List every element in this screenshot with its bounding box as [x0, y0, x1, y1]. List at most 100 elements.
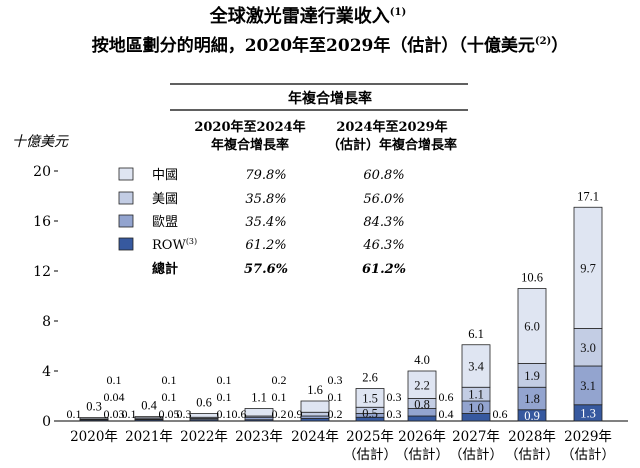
cagr-value-2024-2029: 84.3% — [363, 215, 404, 230]
y-tick-label: 20 — [33, 164, 51, 180]
legend-label: ROW(3) — [152, 237, 197, 253]
legend-label: 歐盟 — [152, 215, 178, 230]
bar-segment-label: 1.9 — [524, 369, 540, 383]
bar-total-label: 0.4 — [141, 399, 157, 413]
legend-label: 美國 — [152, 192, 178, 207]
bar-segment-label: 1.8 — [524, 392, 540, 406]
x-tick-sublabel: （估計） — [343, 447, 397, 463]
x-tick-label: 2025年 — [346, 429, 394, 445]
title-line2-a: 按地區劃分的明細， — [92, 35, 245, 56]
bar-segment-label: 0.9 — [524, 409, 540, 423]
bar-side-label-left: 0.6 — [232, 407, 247, 421]
bar-side-label: 0.4 — [439, 407, 454, 421]
bar-segment-label: 6.0 — [524, 320, 540, 334]
bar-total-label: 17.1 — [577, 189, 599, 203]
bar-segment — [573, 365, 603, 406]
title-line2-b: 2020年至2029年（估計）（十億美元 — [245, 35, 535, 56]
cagr-col2-header-line2: （估計）年複合增長率 — [327, 137, 457, 153]
bar-side-label: 0.6 — [493, 407, 508, 421]
cagr-col1-header-line1: 2020年至2024年 — [194, 119, 305, 135]
y-axis-label: 十億美元 — [12, 134, 69, 150]
title-note: (1) — [390, 7, 406, 18]
legend-swatch — [118, 237, 134, 251]
bar-side-label-right: 0.1 — [217, 373, 232, 387]
total-cagr-2024-2029: 61.2% — [362, 262, 406, 277]
svg-text:全球激光雷達行業收入(1): 全球激光雷達行業收入(1) — [209, 5, 406, 27]
x-tick-sublabel: （估計） — [561, 447, 615, 463]
bar-side-label-right: 0.04 — [104, 390, 125, 404]
bar-segment-label: 3.0 — [580, 341, 596, 355]
bar-side-label-left: 0.1 — [122, 407, 137, 421]
cagr-value-2020-2024: 61.2% — [245, 238, 286, 253]
bar-segment — [300, 400, 330, 413]
bar-total-label: 1.6 — [307, 383, 323, 397]
svg-text:按地區劃分的明細，2020年至2029年（估計）（十億美元(: 按地區劃分的明細，2020年至2029年（估計）（十億美元(2)） — [92, 35, 569, 56]
bar-side-label: 0.3 — [387, 407, 402, 421]
legend-label: 中國 — [152, 168, 178, 183]
bar-total-label: 4.0 — [414, 353, 430, 367]
bar-side-label-right: 0.2 — [272, 373, 287, 387]
bar-segment — [134, 416, 164, 419]
total-cagr-2020-2024: 57.6% — [244, 262, 288, 277]
bar-side-label-left: 0.1 — [67, 407, 82, 421]
bar-segment-label: 0.5 — [362, 406, 378, 420]
bar-side-label-right: 0.1 — [217, 407, 232, 421]
bars: 0.30.10.10.040.030.40.10.10.10.050.60.30… — [67, 189, 603, 423]
bar-side-label-right: 0.05 — [159, 407, 180, 421]
bar-segment-label: 3.4 — [468, 360, 484, 374]
x-tick-label: 2022年 — [180, 429, 228, 445]
bar-total-label: 0.6 — [196, 396, 212, 410]
x-tick-sublabel: （估計） — [395, 447, 449, 463]
bar-side-label-left: 0.9 — [288, 407, 303, 421]
y-tick-label: 4 — [42, 364, 51, 380]
bar-side-label: 0.6 — [439, 390, 454, 404]
x-tick-label: 2028年 — [508, 429, 556, 445]
y-tick-label: 16 — [33, 214, 51, 230]
bar-side-label-right: 0.1 — [162, 390, 177, 404]
x-tick-label: 2024年 — [291, 429, 339, 445]
bar-segment-label: 1.1 — [468, 388, 484, 402]
bar-segment — [189, 413, 219, 418]
title-line2-note: (2) — [535, 36, 551, 47]
y-tick-label: 8 — [42, 314, 51, 330]
x-tick-label: 2027年 — [452, 429, 500, 445]
title-line2-c: ） — [551, 35, 568, 56]
cagr-col2-header-line1: 2024年至2029年 — [336, 119, 447, 135]
bar-side-label-right: 0.1 — [272, 390, 287, 404]
bar-total-label: 6.1 — [468, 327, 484, 341]
bar-segment-label: 3.1 — [580, 379, 596, 393]
bar-segment-label: 1.5 — [362, 391, 378, 405]
cagr-value-2024-2029: 46.3% — [362, 238, 404, 253]
bar-segment — [407, 370, 437, 399]
cagr-value-2024-2029: 56.0% — [363, 192, 404, 207]
cagr-col1-header-line2: 年複合增長率 — [211, 137, 289, 153]
bar-segment — [573, 328, 603, 367]
bar-side-label-right: 0.1 — [217, 390, 232, 404]
bar-segment — [407, 415, 437, 422]
bar-total-label: 10.6 — [521, 271, 543, 285]
cagr-value-2020-2024: 79.8% — [245, 168, 286, 183]
cagr-group-header: 年複合增長率 — [288, 90, 372, 107]
bar-total-label: 1.1 — [251, 391, 267, 405]
bar-segment-label: 2.2 — [414, 378, 430, 392]
legend-note: (3) — [186, 237, 197, 246]
cagr-value-2020-2024: 35.4% — [245, 215, 286, 230]
bar-segment — [517, 288, 547, 364]
cagr-value-2024-2029: 60.8% — [363, 168, 404, 183]
y-tick-label: 12 — [33, 264, 51, 280]
bar-side-label-right: 0.03 — [104, 407, 125, 421]
y-tick-label: 0 — [42, 414, 51, 430]
chart-title: 全球激光雷達行業收入(1) 按地區劃分的明細，2020年至2029年（估計）（十… — [92, 5, 569, 56]
bar-segment-label: 1.3 — [580, 406, 596, 420]
bar-side-label-right: 0.2 — [328, 407, 343, 421]
bar-side-label-left: 0.3 — [177, 407, 192, 421]
x-tick-label: 2020年 — [70, 429, 118, 445]
x-tick-sublabel: （估計） — [449, 447, 503, 463]
bar-segment-label: 9.7 — [580, 261, 596, 275]
bar-side-label-right: 0.1 — [162, 373, 177, 387]
bar-segment — [355, 388, 385, 408]
bar-segment — [79, 417, 109, 420]
total-label: 總計 — [152, 261, 178, 277]
bar-segment — [300, 411, 330, 417]
